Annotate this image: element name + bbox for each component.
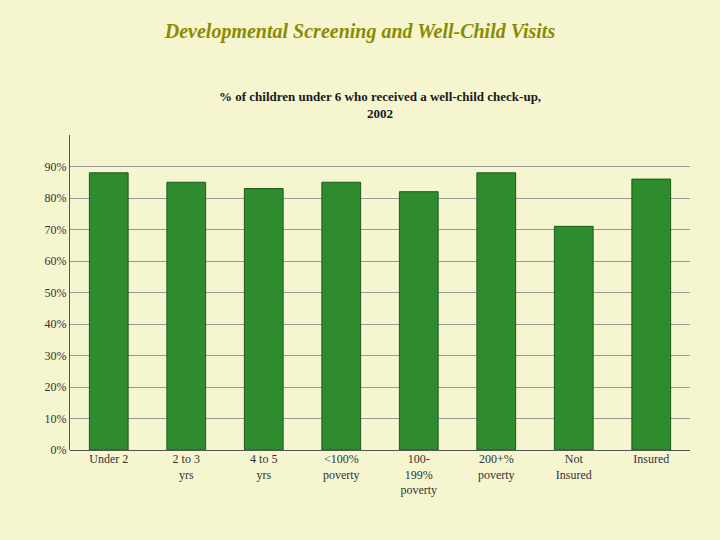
svg-text:30%: 30% xyxy=(45,349,67,363)
svg-text:4 to 5yrs: 4 to 5yrs xyxy=(250,452,277,482)
svg-text:<100%poverty: <100%poverty xyxy=(323,452,360,482)
svg-text:0%: 0% xyxy=(51,443,67,457)
svg-text:40%: 40% xyxy=(45,317,67,331)
svg-text:70%: 70% xyxy=(45,223,67,237)
svg-text:60%: 60% xyxy=(45,254,67,268)
svg-text:10%: 10% xyxy=(45,412,67,426)
svg-text:2 to 3yrs: 2 to 3yrs xyxy=(173,452,200,482)
svg-text:20%: 20% xyxy=(45,380,67,394)
svg-text:Under 2: Under 2 xyxy=(89,452,128,466)
svg-text:90%: 90% xyxy=(45,160,67,174)
svg-text:200+%poverty: 200+%poverty xyxy=(478,452,515,482)
svg-text:100-199%poverty: 100-199%poverty xyxy=(400,452,437,497)
svg-text:Developmental Screening and We: Developmental Screening and Well-Child V… xyxy=(164,20,556,43)
svg-text:% of children under 6 who rece: % of children under 6 who received a wel… xyxy=(219,89,541,121)
svg-text:50%: 50% xyxy=(45,286,67,300)
svg-text:Insured: Insured xyxy=(633,452,669,466)
svg-text:NotInsured: NotInsured xyxy=(556,452,592,482)
svg-text:80%: 80% xyxy=(45,191,67,205)
